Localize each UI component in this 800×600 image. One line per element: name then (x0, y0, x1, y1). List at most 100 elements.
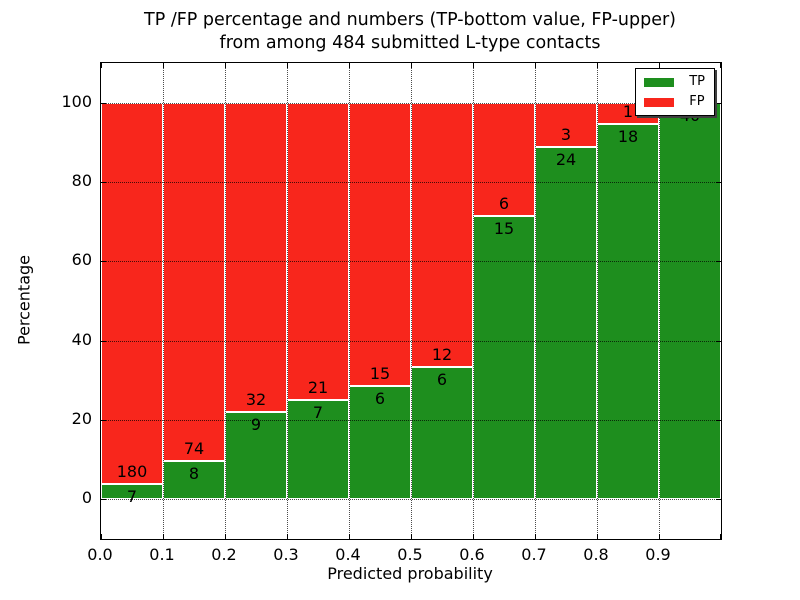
y-tick-label: 100 (61, 91, 92, 111)
x-axis-tick (349, 63, 350, 68)
x-axis-tick (720, 534, 721, 539)
x-axis-tick (659, 534, 660, 539)
bar-segment-tp (473, 215, 535, 500)
x-axis-tick (287, 63, 288, 68)
bar-segment-tp (597, 123, 659, 500)
bar-segment-fp (535, 102, 597, 147)
x-axis-tick (659, 63, 660, 68)
bar-label-tp: 24 (555, 149, 577, 169)
bar-segment-fp (349, 102, 411, 386)
x-tick-label: 0.4 (335, 545, 361, 564)
bar-label-tp: 6 (374, 389, 386, 408)
x-axis-tick (101, 534, 102, 539)
y-axis-tick (101, 420, 106, 421)
x-axis-tick (597, 534, 598, 539)
bar-label-tp: 6 (436, 370, 448, 390)
y-axis-tick (101, 340, 106, 342)
x-axis-tick (473, 63, 474, 68)
x-axis-tick (163, 63, 164, 68)
legend-label: TP (689, 74, 705, 89)
y-tick-label: 40 (71, 329, 92, 349)
y-axis-tick (716, 340, 721, 342)
x-axis-tick (101, 63, 102, 68)
bar-segment-tp (659, 102, 721, 500)
y-axis-tick (101, 102, 106, 104)
y-tick-label: 20 (71, 409, 92, 428)
bar-label-tp: 8 (188, 463, 200, 483)
x-axis-tick (411, 63, 412, 68)
bar-label-fp: 74 (183, 438, 205, 458)
x-axis-tick (535, 63, 536, 68)
x-tick-label: 0.9 (645, 545, 671, 564)
y-axis-label: Percentage (14, 254, 34, 346)
bar-segment-tp (101, 484, 163, 500)
y-tick-label: 60 (71, 250, 92, 270)
y-axis-tick (716, 499, 721, 501)
chart-title-line2: from among 484 submitted L-type contacts (219, 33, 601, 53)
gridline-vertical (411, 63, 412, 539)
bar-label-fp: 32 (245, 390, 267, 410)
bar-segment-tp (535, 146, 597, 500)
bar-segment-fp (287, 102, 349, 401)
bar-label-fp: 12 (431, 345, 453, 365)
x-axis-tick (225, 63, 226, 68)
x-axis-tick (535, 534, 536, 539)
y-axis-tick (101, 499, 106, 501)
bar-label-fp: 1 (622, 101, 634, 121)
bar-segment-tp (287, 400, 349, 500)
gridline-vertical (225, 63, 226, 539)
x-axis-tick (411, 534, 412, 539)
x-tick-label: 0.2 (211, 545, 237, 564)
legend-item: FP (644, 95, 705, 109)
y-axis-tick (101, 261, 106, 263)
x-axis-label: Predicted probability (327, 564, 493, 583)
gridline-vertical (659, 63, 660, 539)
gridline-vertical (349, 63, 350, 539)
legend: TP FP (635, 68, 715, 116)
y-tick-label: 0 (81, 488, 92, 508)
bar-segment-fp (163, 102, 225, 461)
x-axis-tick (597, 63, 598, 68)
gridline-vertical (163, 63, 164, 539)
x-tick-label: 0.5 (397, 545, 423, 564)
bar-segment-tp (163, 460, 225, 500)
bar-segment-tp (225, 412, 287, 500)
bar-label-fp: 21 (307, 378, 329, 398)
bar-label-fp: 6 (498, 193, 510, 213)
bar-segment-fp (101, 102, 163, 485)
bar-label-tp: 7 (312, 403, 324, 423)
x-tick-label: 0.1 (149, 545, 175, 564)
bar-label-fp: 3 (560, 124, 572, 144)
legend-swatch-tp-icon (644, 77, 675, 87)
bar-label-tp: 9 (250, 415, 262, 435)
x-tick-label: 0.3 (273, 545, 299, 564)
gridline-vertical (473, 63, 474, 539)
x-axis-tick (287, 534, 288, 539)
x-tick-label: 0.7 (521, 545, 547, 564)
gridline-vertical (597, 63, 598, 539)
bar-segment-fp (225, 102, 287, 413)
chart-title: TP /FP percentage and numbers (TP-bottom… (100, 9, 720, 55)
bar-label-fp: 180 (116, 462, 148, 482)
x-axis-tick (720, 63, 721, 68)
y-axis-tick (101, 182, 106, 183)
bar-label-fp: 15 (369, 364, 391, 383)
x-tick-label: 0.8 (583, 545, 609, 564)
y-axis-tick (716, 420, 721, 421)
legend-swatch-fp-icon (644, 97, 675, 107)
x-tick-label: 0.6 (459, 545, 485, 564)
gridline-vertical (535, 63, 536, 539)
y-tick-label: 80 (71, 171, 92, 190)
bar-label-tp: 7 (126, 487, 138, 507)
x-tick-label: 0.0 (87, 545, 113, 564)
legend-item: TP (644, 75, 705, 89)
chart-title-line1: TP /FP percentage and numbers (TP-bottom… (144, 10, 676, 30)
y-axis-tick (716, 182, 721, 183)
bar-segment-fp (411, 102, 473, 368)
gridline-vertical (287, 63, 288, 539)
y-axis-tick (716, 261, 721, 263)
x-axis-tick (473, 534, 474, 539)
legend-label: FP (689, 94, 705, 109)
bar-label-tp: 18 (617, 126, 639, 146)
